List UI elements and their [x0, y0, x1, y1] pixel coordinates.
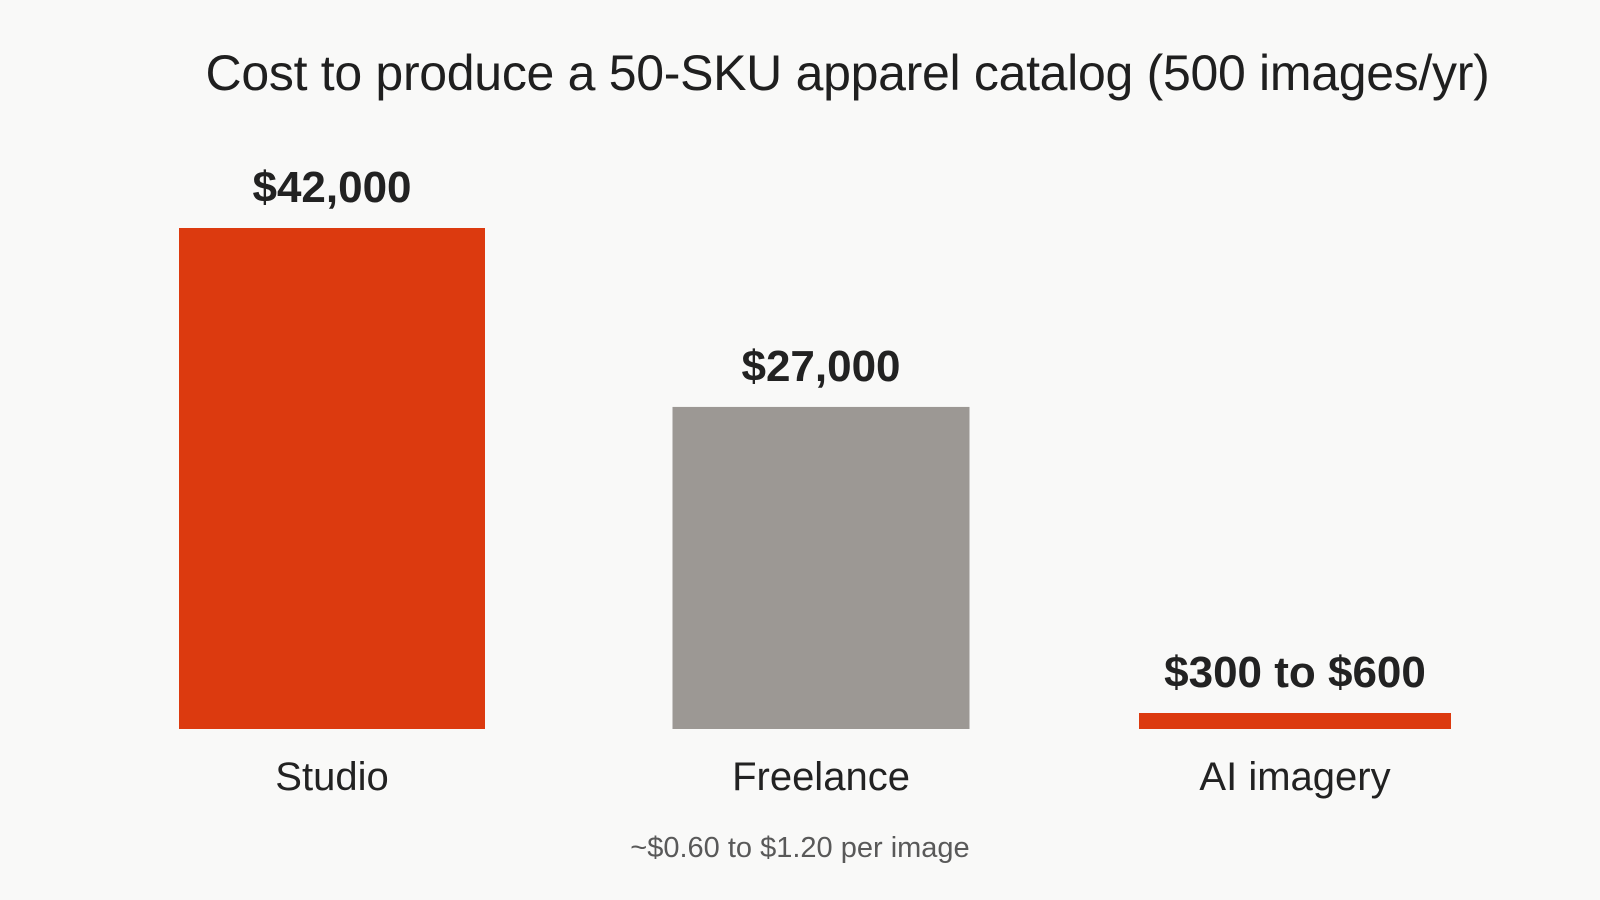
bar-freelance	[672, 406, 970, 729]
category-labels-layer: Studio Freelance AI imagery	[275, 755, 1390, 799]
value-labels-layer: $42,000 $27,000 $300 to $600	[252, 163, 1425, 697]
bars-layer	[179, 228, 1451, 729]
value-label-ai-imagery: $300 to $600	[1164, 648, 1426, 697]
bar-studio	[179, 228, 485, 729]
category-label-studio: Studio	[275, 755, 388, 799]
value-label-studio: $42,000	[252, 163, 411, 212]
chart-title: Cost to produce a 50-SKU apparel catalog…	[205, 45, 1490, 101]
chart-footnote: ~$0.60 to $1.20 per image	[630, 832, 970, 864]
category-label-ai-imagery: AI imagery	[1199, 755, 1390, 799]
category-label-freelance: Freelance	[732, 755, 910, 799]
value-label-freelance: $27,000	[741, 342, 900, 391]
bar-ai-imagery	[1139, 713, 1451, 729]
